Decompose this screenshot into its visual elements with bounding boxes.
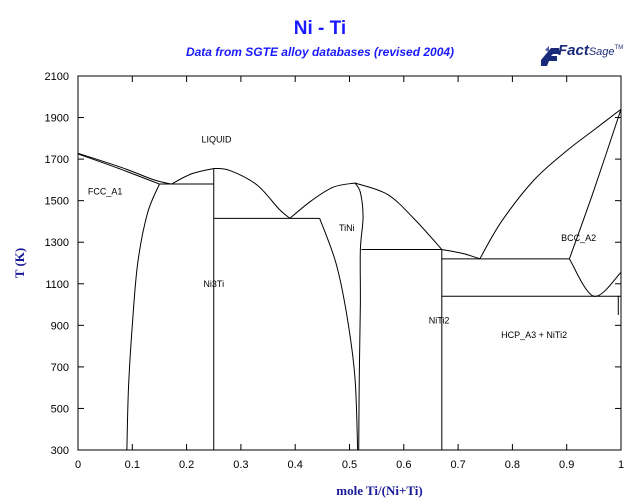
boundary-fcc-solvus — [126, 183, 160, 451]
phase-label: LIQUID — [201, 134, 232, 144]
logo-trademark: TM — [614, 45, 624, 51]
y-tick-label: 1700 — [45, 154, 69, 166]
x-tick-label: 0.1 — [125, 459, 140, 471]
page-subtitle: Data from SGTE alloy databases (revised … — [185, 45, 455, 59]
x-tick-label: 0.3 — [233, 459, 248, 471]
chart-axes: 0 0.1 0.2 0.3 0.4 0.5 0.6 0.7 0.8 0.9 130050070090… — [12, 71, 624, 498]
phase-label: Ni3Ti — [203, 279, 224, 289]
boundary-solidus-bcc — [568, 109, 622, 260]
boundary-liquidus-tini-left — [289, 182, 356, 219]
boundary-liquidus-ni-side — [77, 152, 172, 185]
boundary-solidus-fcc-upper — [77, 153, 160, 185]
y-tick-label: 300 — [51, 445, 69, 457]
phase-labels: LIQUID FCC_A1 TiNi BCC_A2 Ni3Ti NiTi2 HCP_A3 +… — [88, 134, 596, 339]
phase-label: TiNi — [339, 223, 355, 233]
y-tick-label: 500 — [51, 403, 69, 415]
logo-sub-text: Sage — [588, 46, 615, 58]
y-tick-label: 1900 — [45, 113, 69, 125]
x-tick-label: 1 — [618, 459, 624, 471]
y-tick-label: 900 — [51, 320, 69, 332]
boundary-liquidus-nicti2-peritectic — [441, 249, 480, 260]
x-tick-label: 0.9 — [559, 459, 574, 471]
page-title: Ni - Ti — [293, 18, 347, 39]
x-tick-label: 0.8 — [505, 459, 520, 471]
boundary-tini-right-boundary — [354, 182, 364, 451]
phase-label: BCC_A2 — [561, 233, 596, 243]
y-tick-label: 2100 — [45, 71, 69, 83]
x-tick-label: 0.2 — [179, 459, 194, 471]
y-tick-label: 700 — [51, 362, 69, 374]
y-tick-label: 1100 — [45, 279, 69, 291]
y-tick-label: 1500 — [45, 196, 69, 208]
x-tick-label: 0.7 — [450, 459, 465, 471]
phase-label: FCC_A1 — [88, 186, 123, 196]
boundary-tini-left-boundary — [319, 218, 359, 451]
x-tick-label: 0.4 — [288, 459, 303, 471]
phase-label: NiTi2 — [429, 315, 450, 325]
x-tick-label: 0.6 — [396, 459, 411, 471]
plot-frame — [77, 75, 622, 451]
boundary-liquidus-ni3ti-right — [213, 167, 291, 219]
boundary-liquidus-bcc — [479, 108, 622, 260]
y-axis-label: T (K) — [12, 248, 27, 278]
boundary-bcc-solvus — [568, 258, 622, 297]
boundary-liquidus-tini-right — [354, 182, 443, 250]
x-tick-label: 0.5 — [342, 459, 357, 471]
phase-boundaries — [77, 108, 622, 451]
x-axis-label: mole Ti/(Ni+Ti) — [336, 483, 423, 498]
factsage-logo: FactSageTM — [558, 42, 623, 59]
phase-label: HCP_A3 + NiTi2 — [501, 330, 567, 340]
logo-main-text: Fact — [558, 42, 589, 59]
x-tick-label: 0 — [75, 459, 81, 471]
factsage-logo-icon — [541, 46, 559, 66]
boundary-liquidus-ni3ti-left — [171, 167, 214, 185]
y-tick-label: 1300 — [45, 237, 69, 249]
